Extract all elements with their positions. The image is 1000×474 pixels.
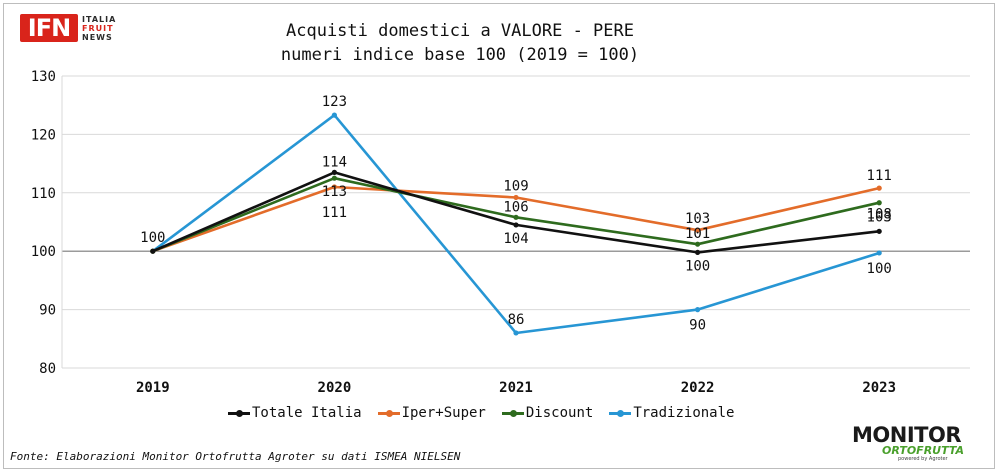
legend-label: Discount	[525, 405, 594, 421]
y-tick-label: 90	[39, 303, 56, 319]
logo-mark: IFN	[27, 14, 71, 42]
x-tick-label: 2023	[862, 380, 896, 396]
logo-line-2: FRUIT	[82, 24, 114, 33]
chart-subtitle: numeri indice base 100 (2019 = 100)	[280, 45, 640, 65]
chart-title: Acquisti domestici a VALORE - PERE	[286, 21, 634, 41]
data-point	[695, 227, 701, 233]
data-label: 104	[503, 231, 528, 247]
data-point	[695, 241, 701, 247]
data-point	[513, 222, 519, 228]
data-label: 90	[689, 318, 706, 334]
legend-item: Discount	[501, 405, 594, 421]
data-label: 86	[508, 312, 525, 328]
data-label: 123	[322, 94, 347, 110]
logo-line-3: NEWS	[82, 33, 113, 42]
data-label: 103	[685, 211, 710, 227]
y-tick-label: 120	[31, 127, 56, 143]
brand-line-2: ORTOFRUTTA	[882, 444, 965, 457]
data-label: 111	[867, 168, 892, 184]
brand-line-3: powered by Agroter	[898, 456, 948, 462]
legend-label: Tradizionale	[633, 405, 735, 421]
legend-label: Totale Italia	[252, 405, 362, 421]
logo-line-1: ITALIA	[82, 15, 117, 24]
data-label: 114	[322, 154, 347, 170]
data-label: 109	[503, 178, 528, 194]
legend-item: Tradizionale	[609, 405, 734, 421]
data-label: 106	[503, 199, 528, 215]
legend-label: Iper+Super	[401, 405, 486, 421]
source-note: Fonte: Elaborazioni Monitor Ortofrutta A…	[10, 450, 461, 463]
data-label: 103	[867, 209, 892, 225]
data-point	[695, 249, 701, 255]
data-point	[513, 194, 519, 201]
data-point	[513, 330, 519, 336]
y-tick-label: 100	[31, 244, 56, 260]
data-label: 111	[322, 205, 347, 221]
data-point	[331, 169, 337, 175]
data-point	[876, 250, 882, 256]
data-label: 100	[867, 261, 892, 277]
legend-item: Totale Italia	[228, 405, 362, 421]
data-point	[331, 175, 337, 181]
x-tick-label: 2021	[499, 380, 533, 396]
logo-badge	[20, 14, 78, 42]
data-point	[331, 112, 337, 118]
x-tick-label: 2022	[681, 380, 715, 396]
data-point	[150, 248, 156, 254]
x-tick-label: 2019	[136, 380, 170, 396]
chart-legend: Totale Italia Iper+Super Discount Tradizion…	[228, 403, 750, 423]
data-label: 100	[685, 258, 710, 274]
y-tick-label: 110	[31, 186, 56, 202]
chart-frame	[3, 3, 995, 469]
legend-swatch	[377, 409, 400, 417]
data-label: 101	[685, 226, 710, 242]
legend-swatch	[609, 409, 632, 417]
ifn-logo: IFN ITALIA FRUIT NEWS	[20, 14, 120, 42]
legend-item: Iper+Super	[377, 405, 486, 421]
data-point	[695, 307, 701, 313]
data-label: 108	[867, 207, 892, 223]
data-point	[513, 214, 519, 220]
x-tick-label: 2020	[318, 380, 352, 396]
data-point	[876, 185, 882, 191]
brand-line-1: MONITOR	[852, 423, 962, 447]
y-tick-label: 130	[31, 69, 56, 85]
legend-swatch	[501, 409, 524, 417]
data-label-start: 100	[140, 230, 165, 246]
y-tick-label: 80	[39, 361, 56, 377]
legend-swatch	[228, 409, 250, 417]
monitor-ortofrutta-logo: MONITOR ORTOFRUTTA powered by Agroter	[852, 423, 982, 462]
data-label: 113	[322, 184, 347, 200]
data-point	[876, 228, 882, 234]
data-point	[876, 200, 882, 206]
data-point	[331, 184, 337, 190]
